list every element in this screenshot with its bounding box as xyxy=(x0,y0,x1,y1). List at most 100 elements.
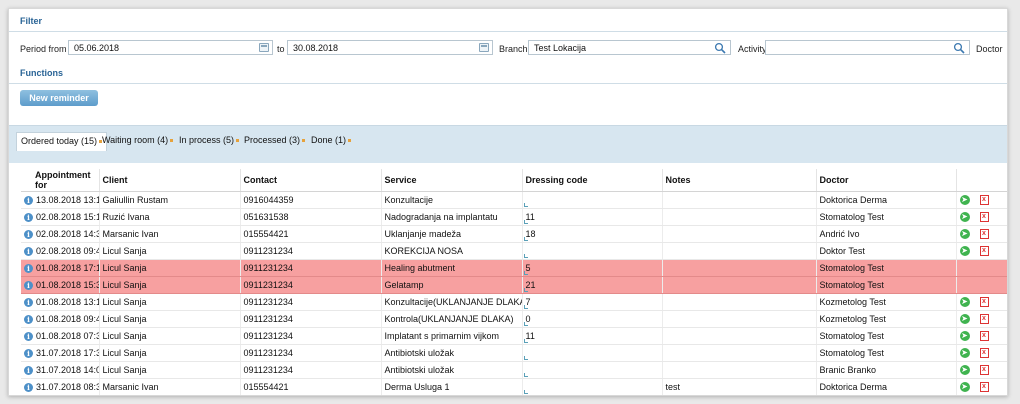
arrow-right-circle-icon[interactable]: ➤ xyxy=(959,314,970,325)
notes-cell xyxy=(662,259,817,277)
arrow-right-circle-icon[interactable]: ➤ xyxy=(959,348,970,359)
table-row[interactable]: i31.07.2018 14:00Licul Sanja0911231234An… xyxy=(21,361,1007,379)
info-icon[interactable]: i xyxy=(24,315,33,325)
search-icon[interactable] xyxy=(953,42,965,54)
service-cell: Konzultacije xyxy=(381,191,523,209)
dressing-code-cell[interactable]: 21 xyxy=(522,276,663,294)
tab-bar: Ordered today (15) Waiting room (4) In p… xyxy=(9,125,1007,163)
column-header-appointment[interactable]: Appointment for xyxy=(21,169,100,192)
delete-calendar-icon[interactable]: x xyxy=(979,212,989,223)
arrow-right-circle-icon[interactable]: ➤ xyxy=(959,365,970,376)
info-icon[interactable]: i xyxy=(24,383,33,393)
dressing-code-cell[interactable]: 7 xyxy=(522,293,663,311)
delete-calendar-icon[interactable]: x xyxy=(979,348,989,359)
calendar-icon[interactable] xyxy=(479,43,489,52)
arrow-right-circle-icon[interactable]: ➤ xyxy=(959,331,970,342)
dressing-code-cell[interactable] xyxy=(522,191,663,209)
dressing-code-cell[interactable] xyxy=(522,361,663,379)
column-header-client[interactable]: Client xyxy=(99,169,241,192)
dressing-code-cell[interactable] xyxy=(522,344,663,362)
dressing-code-cell[interactable]: 5 xyxy=(522,259,663,277)
appointment-cell: i01.08.2018 15:30 xyxy=(21,276,100,294)
table-row[interactable]: i01.08.2018 13:15Licul Sanja0911231234Ko… xyxy=(21,293,1007,311)
actions-cell: ➤ x xyxy=(956,293,1007,311)
column-header-contact[interactable]: Contact xyxy=(240,169,382,192)
table-row[interactable]: i01.08.2018 15:30Licul Sanja0911231234Ge… xyxy=(21,276,1007,294)
doctor-cell: Kozmetolog Test xyxy=(816,293,957,311)
appointment-text: 01.08.2018 09:45 xyxy=(36,313,98,324)
dressing-code-cell[interactable]: 0 xyxy=(522,310,663,328)
doctor-cell: Stomatolog Test xyxy=(816,259,957,277)
table-row[interactable]: i31.07.2018 08:30Marsanic Ivan015554421D… xyxy=(21,378,1007,395)
column-header-service[interactable]: Service xyxy=(381,169,523,192)
tab-done[interactable]: Done (1) xyxy=(307,132,355,149)
client-cell: Marsanic Ivan xyxy=(99,378,241,395)
appointment-text: 01.08.2018 17:15 xyxy=(36,262,98,273)
arrow-right-circle-icon[interactable]: ➤ xyxy=(959,195,970,206)
info-icon[interactable]: i xyxy=(24,264,33,274)
period-from-field[interactable]: 05.06.2018 xyxy=(68,40,273,55)
delete-calendar-icon[interactable]: x xyxy=(979,297,989,308)
search-icon[interactable] xyxy=(714,42,726,54)
info-icon[interactable]: i xyxy=(24,332,33,342)
info-icon[interactable]: i xyxy=(24,230,33,240)
delete-calendar-icon[interactable]: x xyxy=(979,314,989,325)
delete-calendar-icon[interactable]: x xyxy=(979,246,989,257)
table-row[interactable]: i02.08.2018 09:45Licul Sanja0911231234KO… xyxy=(21,242,1007,260)
tab-processed[interactable]: Processed (3) xyxy=(240,132,309,149)
tab-label: In process (5) xyxy=(179,135,235,145)
table-row[interactable]: i01.08.2018 17:15Licul Sanja0911231234He… xyxy=(21,259,1007,277)
delete-calendar-icon[interactable]: x xyxy=(979,229,989,240)
arrow-right-circle-icon[interactable]: ➤ xyxy=(959,212,970,223)
cell-edit-marker-icon xyxy=(523,271,528,275)
table-row[interactable]: i31.07.2018 17:30Licul Sanja0911231234An… xyxy=(21,344,1007,362)
dressing-code-cell[interactable] xyxy=(522,242,663,260)
branch-label: Branch xyxy=(499,44,528,54)
branch-field[interactable]: Test Lokacija xyxy=(528,40,731,55)
dressing-code-cell[interactable]: 11 xyxy=(522,327,663,345)
table-row[interactable]: i13.08.2018 13:15Galiullin Rustam0916044… xyxy=(21,191,1007,209)
service-cell: Antibiotski uložak xyxy=(381,344,523,362)
contact-cell: 0911231234 xyxy=(240,259,382,277)
info-icon[interactable]: i xyxy=(24,366,33,376)
dressing-code-cell[interactable]: 18 xyxy=(522,225,663,243)
tab-waiting-room[interactable]: Waiting room (4) xyxy=(98,132,177,149)
table-row[interactable]: i02.08.2018 15:15Ruzić Ivana051631538Nad… xyxy=(21,208,1007,226)
cell-edit-marker-icon xyxy=(523,220,528,224)
column-header-dressing-code[interactable]: Dressing code xyxy=(522,169,663,192)
info-icon[interactable]: i xyxy=(24,196,33,206)
tab-in-process[interactable]: In process (5) xyxy=(175,132,243,149)
info-icon[interactable]: i xyxy=(24,281,33,291)
column-header-notes[interactable]: Notes xyxy=(662,169,817,192)
service-cell: Derma Usluga 1 xyxy=(381,378,523,395)
delete-calendar-icon[interactable]: x xyxy=(979,365,989,376)
dressing-code-cell[interactable] xyxy=(522,378,663,395)
tab-ordered-today[interactable]: Ordered today (15) xyxy=(16,132,108,151)
appointment-text: 02.08.2018 14:30 xyxy=(36,228,98,239)
notes-cell xyxy=(662,344,817,362)
arrow-right-circle-icon[interactable]: ➤ xyxy=(959,246,970,257)
notes-cell xyxy=(662,242,817,260)
dressing-code-text: 7 xyxy=(525,297,531,307)
info-icon[interactable]: i xyxy=(24,298,33,308)
calendar-icon[interactable] xyxy=(259,43,269,52)
info-icon[interactable]: i xyxy=(24,349,33,359)
delete-calendar-icon[interactable]: x xyxy=(979,382,989,393)
dressing-code-text: 18 xyxy=(525,229,536,239)
table-row[interactable]: i01.08.2018 09:45Licul Sanja0911231234Ko… xyxy=(21,310,1007,328)
dressing-code-cell[interactable]: 11 xyxy=(522,208,663,226)
info-icon[interactable]: i xyxy=(24,247,33,257)
new-reminder-button[interactable]: New reminder xyxy=(20,90,98,106)
table-row[interactable]: i02.08.2018 14:30Marsanic Ivan015554421U… xyxy=(21,225,1007,243)
arrow-right-circle-icon[interactable]: ➤ xyxy=(959,382,970,393)
activity-field[interactable] xyxy=(765,40,970,55)
delete-calendar-icon[interactable]: x xyxy=(979,195,989,206)
delete-calendar-icon[interactable]: x xyxy=(979,331,989,342)
table-row[interactable]: i01.08.2018 07:30Licul Sanja0911231234Im… xyxy=(21,327,1007,345)
period-to-field[interactable]: 30.08.2018 xyxy=(287,40,493,55)
arrow-right-circle-icon[interactable]: ➤ xyxy=(959,297,970,308)
info-icon[interactable]: i xyxy=(24,213,33,223)
arrow-right-circle-icon[interactable]: ➤ xyxy=(959,229,970,240)
column-header-doctor[interactable]: Doctor xyxy=(816,169,957,192)
actions-cell: ➤ x xyxy=(956,378,1007,395)
